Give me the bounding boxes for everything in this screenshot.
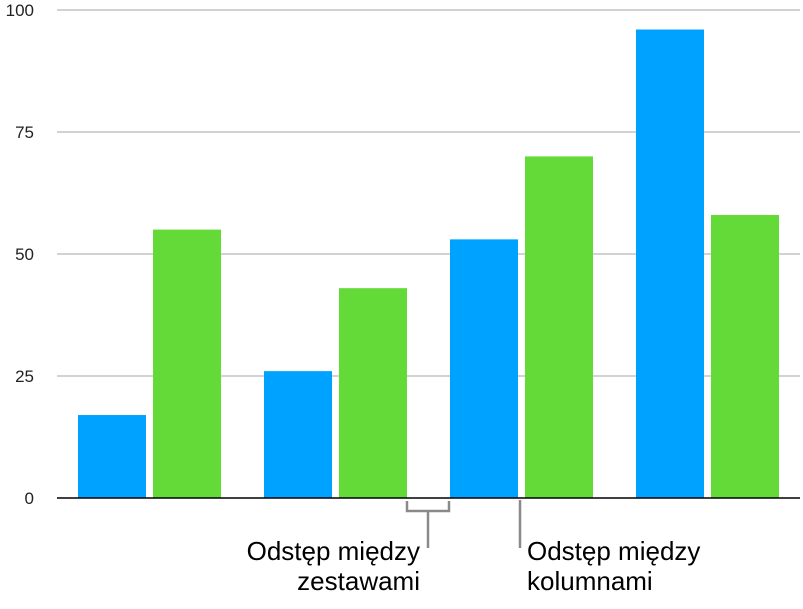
bar-series1-cat1 (78, 415, 146, 498)
column-gap-label-line1: Odstęp między (527, 536, 700, 566)
bar-series2-cat3 (525, 156, 593, 498)
bar-series2-cat2 (339, 288, 407, 498)
bar-series2-cat1 (153, 229, 221, 498)
column-gap-label-line2: kolumnami (527, 566, 653, 596)
bar-series1-cat4 (636, 29, 704, 499)
y-tick-label: 75 (15, 123, 34, 142)
column-gap-annotation: Odstęp między kolumnami (518, 500, 700, 596)
bar-series1-cat2 (264, 371, 332, 498)
set-gap-annotation: Odstęp między zestawami (247, 501, 451, 596)
y-tick-label: 50 (15, 245, 34, 264)
set-gap-label-line1: Odstęp między (247, 536, 420, 566)
bar-series2-cat4 (711, 214, 779, 498)
y-tick-label: 0 (25, 489, 34, 508)
y-tick-label: 25 (15, 367, 34, 386)
set-gap-bracket (405, 501, 451, 548)
bar-series1-cat3 (450, 239, 518, 499)
set-gap-label-line2: zestawami (297, 566, 420, 596)
y-tick-label: 100 (6, 1, 34, 20)
